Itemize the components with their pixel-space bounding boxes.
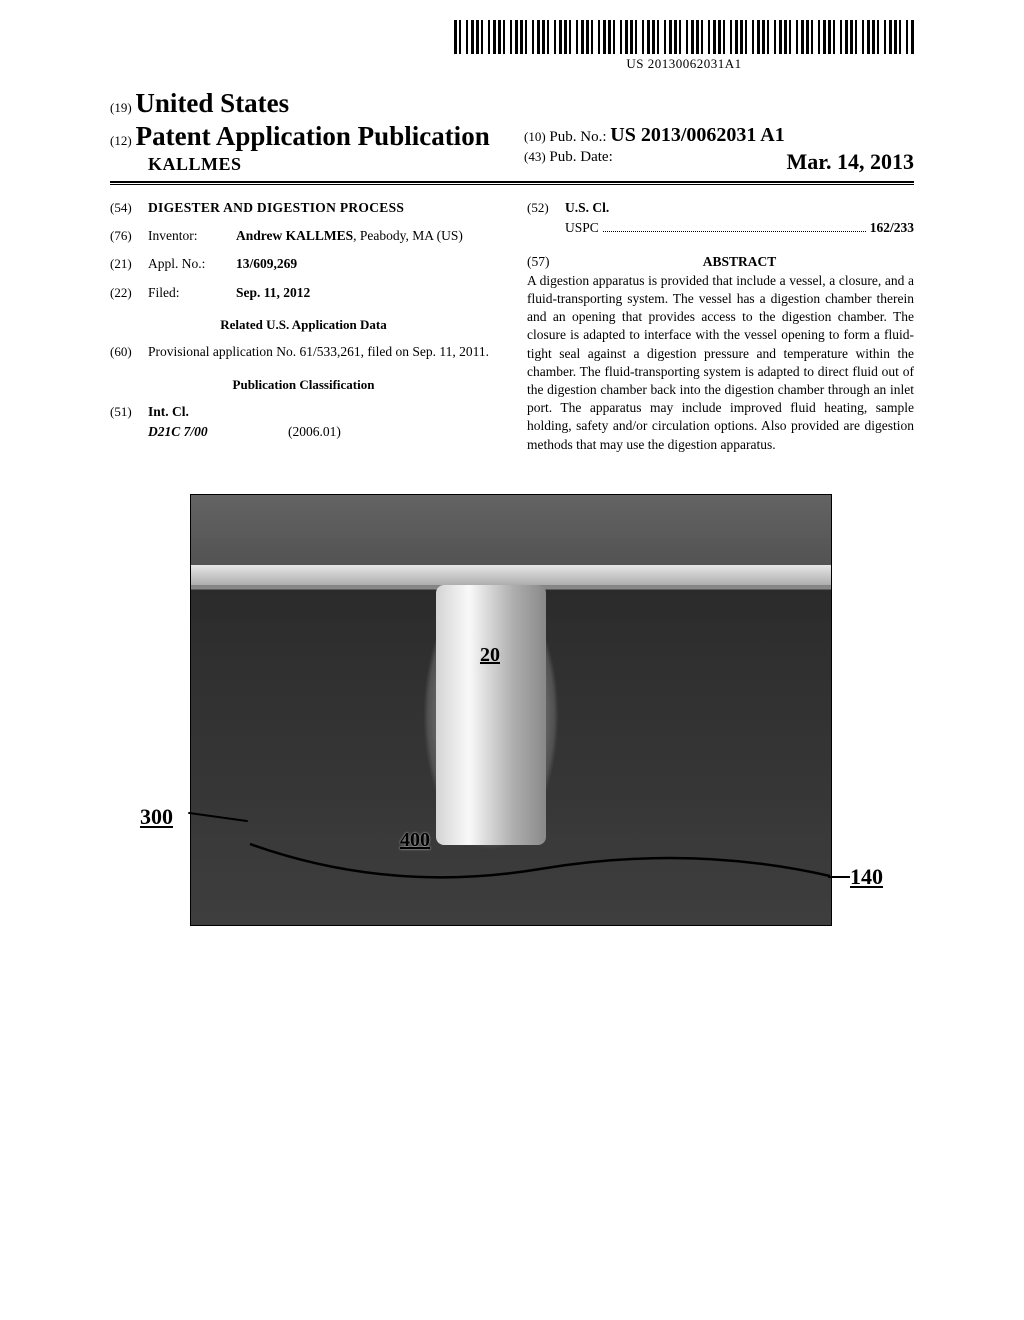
intcl-year: (2006.01) — [288, 423, 341, 441]
title-value: DIGESTER AND DIGESTION PROCESS — [148, 199, 497, 217]
intcl-class: D21C 7/00 — [148, 423, 288, 441]
barcode-block: US 20130062031A1 — [454, 20, 914, 72]
pubno-label: Pub. No.: — [549, 129, 606, 145]
header-block: (19) United States (12) Patent Applicati… — [110, 88, 914, 185]
filed-value: Sep. 11, 2012 — [236, 284, 497, 302]
ref-300: 300 — [140, 804, 173, 830]
filed-label: Filed: — [148, 284, 236, 302]
entry-inventor: (76) Inventor: Andrew KALLMES, Peabody, … — [110, 227, 497, 245]
pub-code: (12) — [110, 133, 132, 148]
uspc-dots — [603, 231, 866, 232]
abstract-code: (57) — [527, 253, 565, 271]
patent-page: US 20130062031A1 (19) United States (12)… — [0, 0, 1024, 1320]
entry-provisional: (60) Provisional application No. 61/533,… — [110, 343, 497, 361]
pubno-value: US 2013/0062031 A1 — [610, 124, 784, 146]
left-column: (54) DIGESTER AND DIGESTION PROCESS (76)… — [110, 199, 497, 454]
abstract-header-row: (57) ABSTRACT — [527, 253, 914, 271]
related-heading: Related U.S. Application Data — [110, 316, 497, 334]
ref-20: 20 — [480, 644, 500, 667]
pubdate-value: Mar. 14, 2013 — [786, 149, 914, 175]
entry-intcl: (51) Int. Cl. — [110, 403, 497, 421]
inventor-code: (76) — [110, 227, 148, 245]
appl-value: 13/609,269 — [236, 255, 497, 273]
uspc-value: 162/233 — [870, 219, 914, 237]
inventor-label: Inventor: — [148, 227, 236, 245]
pubdate-label: Pub. Date: — [549, 149, 612, 165]
title-left: (12) Patent Application Publication KALL… — [110, 121, 490, 175]
uscl-label: U.S. Cl. — [565, 199, 914, 217]
barcode-bars — [454, 20, 914, 54]
right-column: (52) U.S. Cl. USPC 162/233 (57) ABSTRACT… — [527, 199, 914, 454]
rule-thin — [110, 184, 914, 185]
ref-400: 400 — [400, 829, 430, 852]
figure-area: 300 20 400 140 — [110, 494, 914, 974]
abstract-text: A digestion apparatus is provided that i… — [527, 272, 914, 454]
uspc-label: USPC — [565, 219, 599, 237]
pubno-code: (10) — [524, 129, 546, 144]
country-code: (19) — [110, 100, 132, 115]
entry-uscl: (52) U.S. Cl. — [527, 199, 914, 217]
country-name: United States — [135, 88, 289, 118]
classification-heading: Publication Classification — [110, 376, 497, 394]
title-row: (12) Patent Application Publication KALL… — [110, 121, 914, 175]
inventor-value: Andrew KALLMES, Peabody, MA (US) — [236, 227, 497, 245]
prov-value: Provisional application No. 61/533,261, … — [148, 343, 497, 361]
prov-code: (60) — [110, 343, 148, 361]
intcl-values: D21C 7/00 (2006.01) — [110, 423, 497, 441]
barcode-text: US 20130062031A1 — [454, 56, 914, 72]
filed-code: (22) — [110, 284, 148, 302]
entry-appl: (21) Appl. No.: 13/609,269 — [110, 255, 497, 273]
uscl-code: (52) — [527, 199, 565, 217]
pubdate-code: (43) — [524, 149, 546, 164]
appl-code: (21) — [110, 255, 148, 273]
bibliographic-columns: (54) DIGESTER AND DIGESTION PROCESS (76)… — [110, 199, 914, 454]
inventor-surname: KALLMES — [110, 154, 490, 175]
entry-title: (54) DIGESTER AND DIGESTION PROCESS — [110, 199, 497, 217]
intcl-label: Int. Cl. — [148, 403, 497, 421]
title-right: (10) Pub. No.: US 2013/0062031 A1 (43) P… — [524, 124, 914, 175]
ref-140: 140 — [850, 864, 883, 890]
country-line: (19) United States — [110, 88, 914, 119]
title-code: (54) — [110, 199, 148, 217]
entry-filed: (22) Filed: Sep. 11, 2012 — [110, 284, 497, 302]
publication-type: Patent Application Publication — [136, 121, 490, 151]
appl-label: Appl. No.: — [148, 255, 236, 273]
rule-thick — [110, 181, 914, 183]
intcl-code: (51) — [110, 403, 148, 421]
uspc-row: USPC 162/233 — [527, 219, 914, 237]
abstract-heading: ABSTRACT — [565, 253, 914, 271]
leader-140-curve — [190, 834, 850, 914]
